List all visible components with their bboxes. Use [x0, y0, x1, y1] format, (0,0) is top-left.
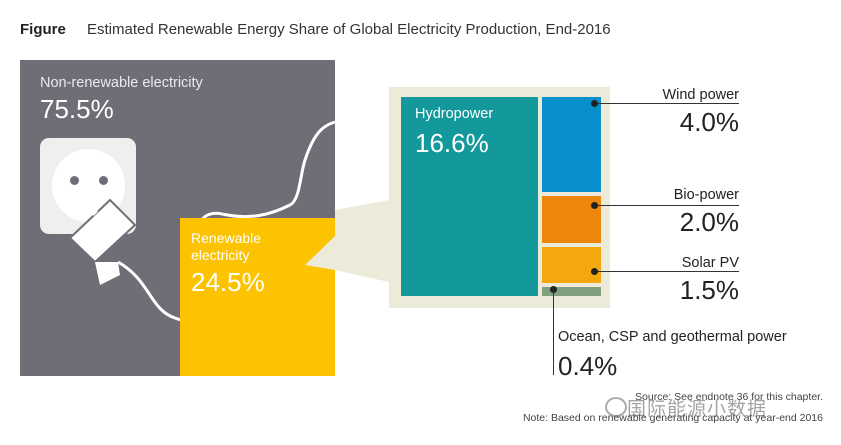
- ocean-leader-line: [553, 289, 554, 375]
- solar-label: Solar PV: [681, 255, 739, 271]
- wechat-icon: [605, 397, 627, 417]
- solar-value: 1.5%: [679, 275, 739, 305]
- non-renewable-label: Non-renewable electricity: [40, 75, 203, 91]
- renewable-value: 24.5%: [191, 267, 265, 297]
- bio-value: 2.0%: [679, 207, 739, 237]
- renewable-block: [180, 218, 335, 376]
- chart-title: Estimated Renewable Energy Share of Glob…: [87, 21, 611, 38]
- wind-label: Wind power: [662, 87, 739, 103]
- footnote: Note: Based on renewable generating capa…: [522, 412, 823, 424]
- ocean-value: 0.4%: [558, 351, 618, 381]
- figure-label: Figure: [20, 21, 66, 38]
- treemap-tile-wind-power: [542, 97, 601, 192]
- bio-leader-line: [597, 205, 739, 206]
- renewable-label: Renewable electricity: [191, 230, 262, 263]
- treemap-tile-ocean-csp-geothermal: [542, 287, 601, 296]
- bio-leader-dot: [591, 202, 598, 209]
- hydropower-value: 16.6%: [415, 128, 489, 158]
- treemap-tile-hydropower: [401, 97, 538, 296]
- hydropower-label: Hydropower: [415, 106, 494, 122]
- source-note: Source: See endnote 36 for this chapter.: [635, 391, 823, 403]
- socket-pinhole: [99, 176, 108, 185]
- wind-leader-dot: [591, 100, 598, 107]
- power-plug-icon: [68, 196, 137, 285]
- watermark-text: 国际能源小数据: [627, 399, 768, 420]
- bio-label: Bio-power: [673, 187, 739, 203]
- treemap-tile-solar-pv: [542, 247, 601, 283]
- non-renewable-value: 75.5%: [40, 94, 114, 124]
- wind-value: 4.0%: [679, 107, 739, 137]
- socket-pinhole: [70, 176, 79, 185]
- ocean-label: Ocean, CSP and geothermal power: [558, 329, 787, 345]
- wind-leader-line: [597, 103, 739, 104]
- solar-leader-line: [597, 271, 739, 272]
- solar-leader-dot: [591, 268, 598, 275]
